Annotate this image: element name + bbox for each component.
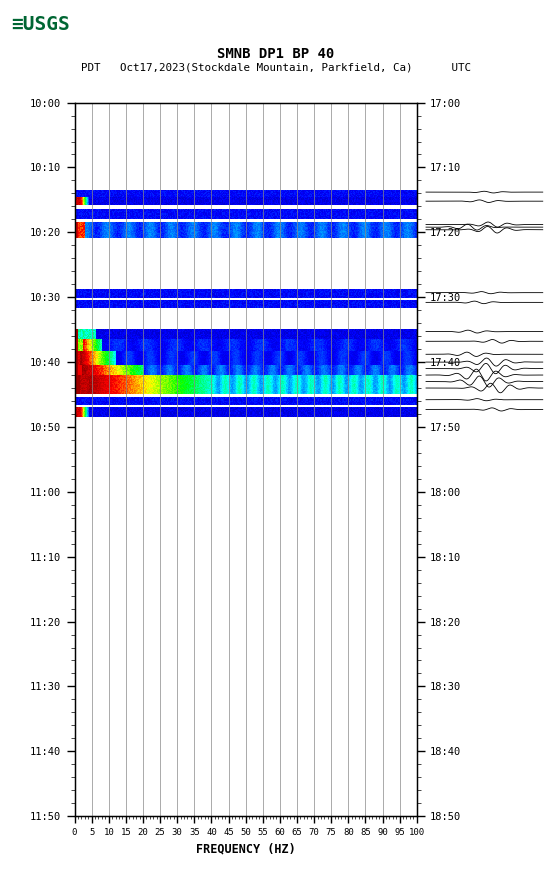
Text: PDT   Oct17,2023(Stockdale Mountain, Parkfield, Ca)      UTC: PDT Oct17,2023(Stockdale Mountain, Parkf… (81, 62, 471, 73)
Text: ≡USGS: ≡USGS (11, 15, 70, 35)
Text: SMNB DP1 BP 40: SMNB DP1 BP 40 (217, 46, 335, 61)
X-axis label: FREQUENCY (HZ): FREQUENCY (HZ) (196, 843, 295, 855)
